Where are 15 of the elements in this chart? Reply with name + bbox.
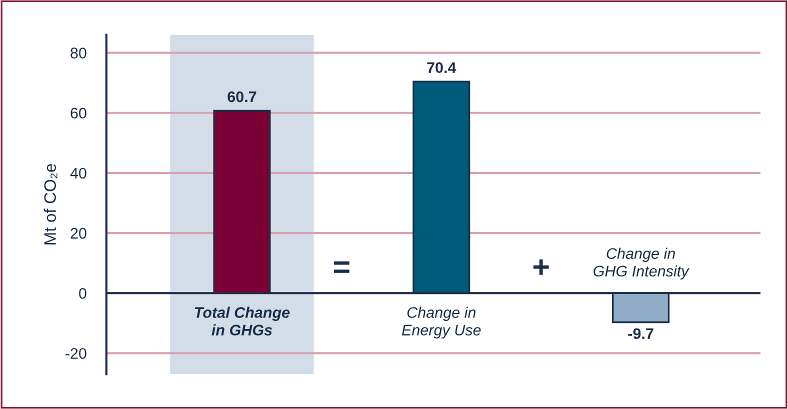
y-tick-label: 40 [70,168,86,179]
y-tick-label: -20 [66,348,86,359]
annotation: = [334,261,350,273]
y-tick-label: 0 [79,288,86,299]
x-tick-label: Total Change in GHGs [194,306,290,336]
x-tick-label: Change in Energy Use [402,306,481,339]
data-label: 60.7 [228,91,256,102]
data-label: 70.4 [427,62,456,74]
y-tick-label: 20 [70,228,86,239]
y-axis-title: Mt of CO₂e [44,164,58,244]
x-tick-label: Change in GHG Intensity [594,248,690,280]
annotation: + [533,259,549,275]
y-tick-label: 60 [70,108,86,119]
data-label: -9.7 [628,328,654,340]
y-tick-label: 80 [70,48,86,58]
